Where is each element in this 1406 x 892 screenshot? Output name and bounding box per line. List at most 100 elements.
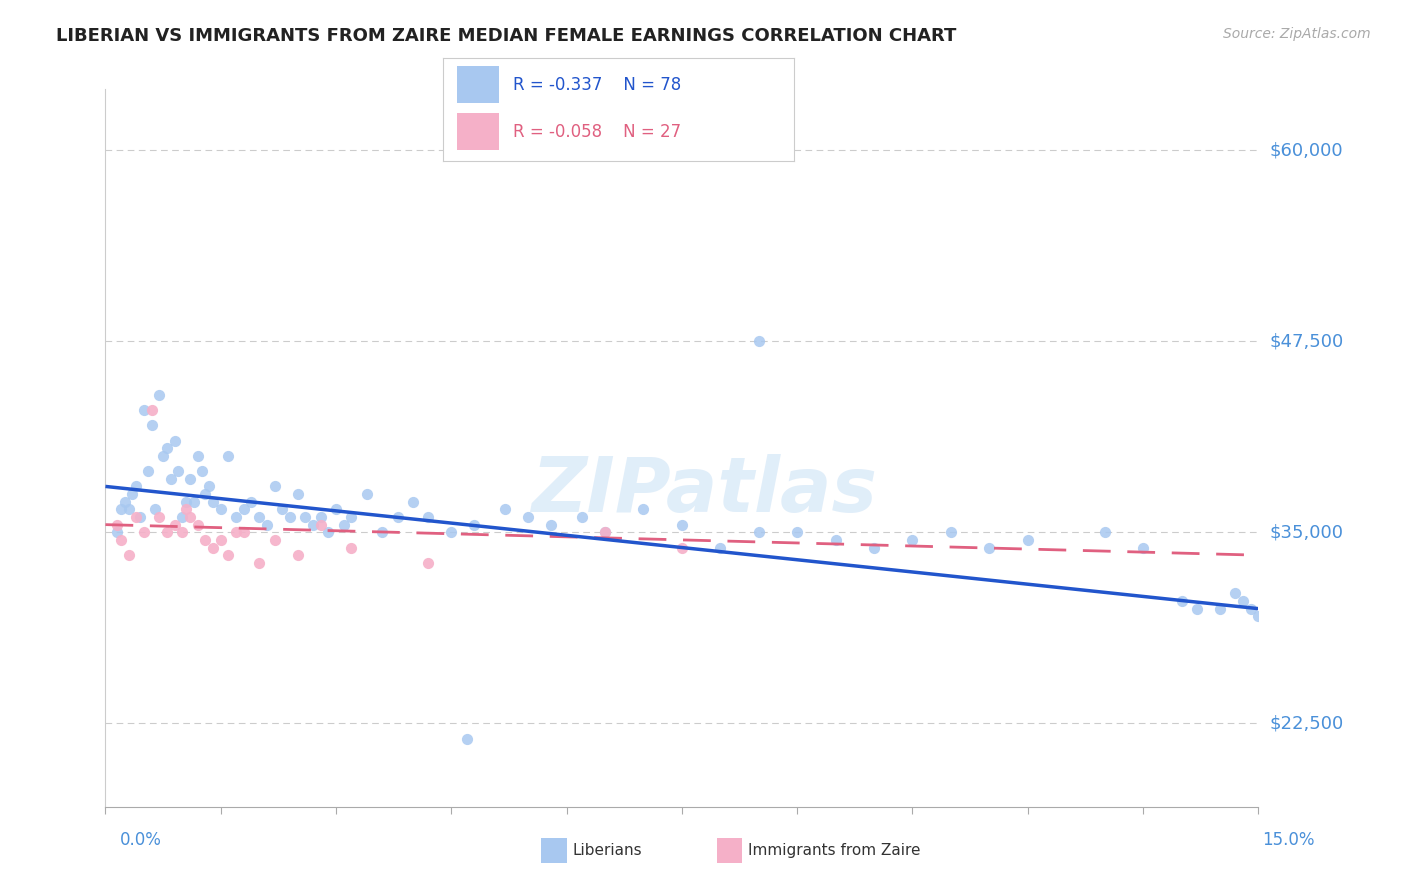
Point xyxy=(271,502,294,516)
Point xyxy=(163,517,186,532)
Point xyxy=(939,525,962,540)
Text: Immigrants from Zaire: Immigrants from Zaire xyxy=(748,844,921,858)
Point xyxy=(145,502,167,516)
Point xyxy=(786,525,808,540)
Point xyxy=(287,548,309,562)
Point xyxy=(159,472,181,486)
Point xyxy=(167,464,190,478)
Point xyxy=(183,494,205,508)
Text: LIBERIAN VS IMMIGRANTS FROM ZAIRE MEDIAN FEMALE EARNINGS CORRELATION CHART: LIBERIAN VS IMMIGRANTS FROM ZAIRE MEDIAN… xyxy=(56,27,956,45)
Point xyxy=(402,494,425,508)
Point xyxy=(117,548,139,562)
Text: $47,500: $47,500 xyxy=(1270,333,1344,351)
Point xyxy=(1240,601,1263,615)
Point xyxy=(232,525,254,540)
Point xyxy=(294,510,316,524)
Text: Source: ZipAtlas.com: Source: ZipAtlas.com xyxy=(1223,27,1371,41)
Point xyxy=(217,548,239,562)
Point xyxy=(1094,525,1116,540)
Point xyxy=(287,487,309,501)
Point xyxy=(110,502,132,516)
Point xyxy=(156,525,179,540)
Point xyxy=(225,510,247,524)
Point xyxy=(132,525,155,540)
Point xyxy=(318,525,340,540)
Point xyxy=(198,479,221,493)
Point xyxy=(114,494,136,508)
Point xyxy=(141,418,163,433)
Bar xyxy=(457,66,499,103)
Point xyxy=(179,510,201,524)
Point xyxy=(387,510,409,524)
Point xyxy=(463,517,485,532)
Point xyxy=(263,533,285,547)
Point xyxy=(263,479,285,493)
Point xyxy=(494,502,516,516)
Text: R = -0.337    N = 78: R = -0.337 N = 78 xyxy=(513,76,682,94)
Point xyxy=(172,525,194,540)
Point xyxy=(202,541,225,555)
Text: $35,000: $35,000 xyxy=(1270,524,1344,541)
Point xyxy=(136,464,159,478)
Point xyxy=(1247,609,1270,624)
Point xyxy=(748,334,770,349)
Point xyxy=(105,525,128,540)
Point xyxy=(1017,533,1039,547)
Point xyxy=(194,487,217,501)
Point xyxy=(824,533,846,547)
Point xyxy=(141,403,163,417)
Point xyxy=(110,533,132,547)
Point xyxy=(418,556,440,570)
Point xyxy=(671,517,693,532)
Point xyxy=(356,487,378,501)
Point xyxy=(247,510,270,524)
Text: $22,500: $22,500 xyxy=(1270,714,1344,732)
Point xyxy=(117,502,139,516)
Point xyxy=(152,449,174,463)
Point xyxy=(156,441,179,455)
Point xyxy=(125,479,148,493)
Point xyxy=(232,502,254,516)
Point xyxy=(1225,586,1247,600)
Text: 15.0%: 15.0% xyxy=(1263,831,1315,849)
Point xyxy=(571,510,593,524)
Point xyxy=(517,510,540,524)
Point xyxy=(371,525,394,540)
Point xyxy=(979,541,1001,555)
Point xyxy=(121,487,143,501)
Point xyxy=(340,510,363,524)
Point xyxy=(225,525,247,540)
Point xyxy=(148,388,170,402)
Point xyxy=(174,494,197,508)
Point xyxy=(187,517,209,532)
Point xyxy=(340,541,363,555)
Point xyxy=(179,472,201,486)
Point xyxy=(190,464,212,478)
Text: $60,000: $60,000 xyxy=(1270,141,1344,160)
Point xyxy=(187,449,209,463)
Point xyxy=(309,510,332,524)
Point xyxy=(1185,601,1208,615)
Point xyxy=(540,517,562,532)
Point xyxy=(129,510,152,524)
Point xyxy=(709,541,731,555)
Point xyxy=(418,510,440,524)
Point xyxy=(332,517,354,532)
Point xyxy=(1232,594,1254,608)
Point xyxy=(633,502,655,516)
Point xyxy=(302,517,325,532)
Point xyxy=(148,510,170,524)
Text: R = -0.058    N = 27: R = -0.058 N = 27 xyxy=(513,123,682,141)
Point xyxy=(748,525,770,540)
Point xyxy=(247,556,270,570)
Text: ZIPatlas: ZIPatlas xyxy=(531,454,877,528)
Point xyxy=(456,731,478,746)
Point xyxy=(132,403,155,417)
Point xyxy=(863,541,886,555)
Point xyxy=(163,434,186,448)
Bar xyxy=(457,113,499,150)
Point xyxy=(901,533,924,547)
Point xyxy=(671,541,693,555)
Point xyxy=(309,517,332,532)
Point xyxy=(125,510,148,524)
